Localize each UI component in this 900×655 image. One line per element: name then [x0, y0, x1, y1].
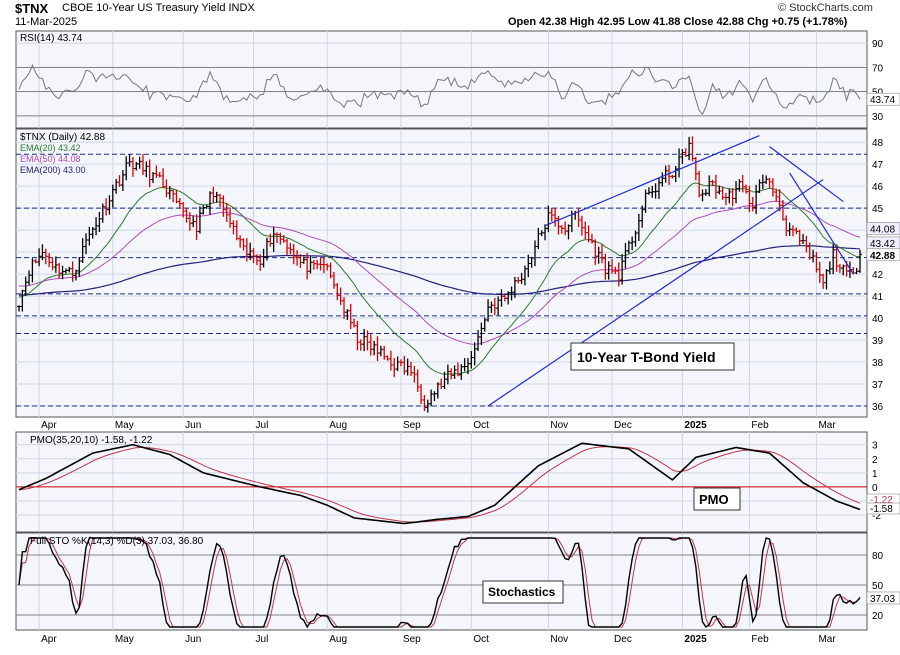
x-tick-label: Mar [818, 420, 836, 431]
pmo-ytick-label: 3 [872, 441, 878, 452]
stoch-tag-box [866, 591, 900, 605]
x-tick-label: Oct [473, 634, 489, 645]
pmo-ytick-label: 2 [872, 455, 878, 466]
price-legend-label: $TNX (Daily) 42.88 [20, 132, 105, 143]
ema200-legend-label: EMA(200) 43.00 [20, 165, 86, 175]
x-tick-label: Apr [41, 634, 57, 645]
price-ytick-label: 45 [872, 204, 884, 215]
price-ytick-label: 47 [872, 160, 884, 171]
x-tick-label: Dec [614, 634, 632, 645]
stoch-k-line [18, 537, 861, 629]
x-tick-label: Feb [751, 420, 769, 431]
x-tick-label: Aug [329, 420, 347, 431]
symbol-description: CBOE 10-Year US Treasury Yield INDX [62, 2, 255, 14]
rsi-ytick-label: 70 [872, 63, 884, 74]
pmo-ytick-label: 0 [872, 483, 878, 494]
trendline-1 [544, 135, 760, 227]
stoch-annotation-label: Stochastics [488, 585, 556, 599]
pmo-signal-line [18, 446, 861, 523]
stoch-panel-frame [15, 532, 868, 631]
pmo-annotation-label: PMO [699, 492, 729, 507]
ema50-line [18, 200, 861, 345]
price-annotation-box [570, 342, 735, 371]
x-tick-label: May [115, 420, 134, 431]
trendline-0 [487, 179, 824, 407]
pmo-ytick-label: 1 [872, 469, 878, 480]
price-annotation-label: 10-Year T-Bond Yield [577, 349, 716, 365]
price-ytick-label: 37 [872, 380, 884, 391]
pmo-tag-label: -1.58 [870, 504, 893, 515]
rsi-legend-label: RSI(14) 43.74 [20, 33, 83, 44]
stoch-annotation-box [482, 580, 564, 604]
x-tick-label: Apr [41, 420, 57, 431]
x-tick-label: 2025 [684, 420, 707, 431]
x-tick-label: Jul [256, 634, 269, 645]
ema20-legend-label: EMA(20) 43.42 [20, 143, 81, 153]
pmo-ytick-label: -2 [872, 511, 881, 522]
price-ytick-label: 46 [872, 182, 884, 193]
x-tick-label: Oct [473, 420, 489, 431]
price-tag-label: 42.88 [870, 251, 895, 262]
x-tick-label: Jul [256, 420, 269, 431]
pmo-line [18, 442, 861, 525]
x-tick-label: Jun [185, 420, 201, 431]
rsi-panel-frame [15, 30, 868, 129]
rsi-tag-label: 43.74 [870, 95, 895, 106]
symbol-title: $TNX [15, 1, 49, 16]
rsi-ytick-label: 30 [872, 112, 884, 123]
x-tick-label: Jun [185, 634, 201, 645]
x-tick-label: Aug [329, 634, 347, 645]
pmo-legend-label: PMO(35,20,10) -1.58, -1.22 [30, 435, 153, 446]
credit-text: © StockCharts.com [778, 2, 873, 14]
x-tick-label: Dec [614, 420, 632, 431]
x-tick-label: Nov [550, 420, 568, 431]
price-tag-box-0 [866, 222, 900, 235]
price-ytick-label: 41 [872, 292, 884, 303]
rsi-ytick-label: 90 [872, 39, 884, 50]
chart-date: 11-Mar-2025 [15, 16, 78, 28]
x-tick-label: May [115, 634, 134, 645]
rsi-tag-box [866, 92, 900, 106]
price-tag-label: 44.08 [870, 224, 895, 235]
trendline-2 [769, 146, 844, 203]
x-tick-label: Sep [403, 634, 421, 645]
stoch-ytick-label: 80 [872, 551, 884, 562]
price-ytick-label: 36 [872, 402, 884, 413]
ema50-legend-label: EMA(50) 44.08 [20, 154, 81, 164]
price-tag-box-2 [866, 248, 900, 262]
trendline-3 [789, 172, 854, 275]
x-tick-label: Sep [403, 420, 421, 431]
price-ytick-label: 38 [872, 358, 884, 369]
price-ytick-label: 42 [872, 270, 884, 281]
pmo-tag-box-1 [866, 502, 900, 515]
stoch-ytick-label: 20 [872, 611, 884, 622]
stoch-tag-label: 37.03 [870, 594, 895, 605]
stoch-d-line [18, 537, 861, 628]
price-ytick-label: 39 [872, 336, 884, 347]
x-tick-label: 2025 [684, 634, 707, 645]
pmo-annotation-box [693, 487, 741, 511]
stoch-legend-label: Full STO %K(14,3) %D(3) 37.03, 36.80 [30, 536, 204, 547]
x-tick-label: Feb [751, 634, 769, 645]
x-tick-label: Mar [818, 634, 836, 645]
stoch-ytick-label: 50 [872, 581, 884, 592]
ohlc-readout: Open 42.38 High 42.95 Low 41.88 Close 42… [508, 16, 848, 28]
pmo-signal-tag-label: -1.22 [870, 495, 893, 506]
x-tick-label: Nov [550, 634, 568, 645]
ema200-line [19, 245, 861, 296]
price-ytick-label: 40 [872, 314, 884, 325]
rsi-line [18, 63, 861, 116]
price-tag-label: 43.42 [870, 239, 895, 250]
price-ytick-label: 48 [872, 138, 884, 149]
